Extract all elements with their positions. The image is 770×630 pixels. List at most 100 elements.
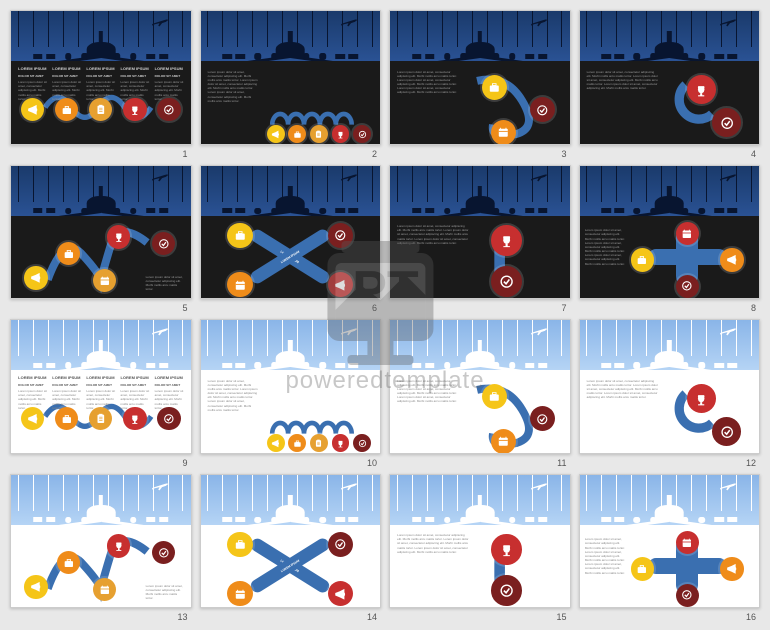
slide-header — [390, 11, 570, 61]
step-circle — [21, 407, 44, 430]
paragraph: Lorem ipsum dolor sit amet, consectetur … — [397, 379, 460, 404]
step-circle — [530, 406, 555, 431]
slide-header — [11, 11, 191, 61]
paragraph: Lorem ipsum dolor sit amet, consectetur … — [587, 379, 659, 400]
slide-header — [580, 11, 760, 61]
step-circle — [227, 272, 252, 297]
paragraph: Lorem ipsum dolor sit amet, consectetur … — [397, 533, 469, 554]
slide-number: 9 — [180, 458, 189, 468]
step-circle — [631, 248, 654, 271]
slide-header — [201, 475, 381, 525]
slide-9: LOREM IPSUMDOLOR SIT AMETLorem ipsum dol… — [10, 319, 192, 454]
step-circle — [328, 581, 353, 606]
step-circle — [712, 417, 741, 446]
slide-number: 8 — [749, 303, 758, 313]
slide-12: Lorem ipsum dolor sit amet, consectetur … — [579, 319, 761, 454]
slide-header — [390, 166, 570, 216]
slide-header — [201, 320, 381, 370]
step-circle — [328, 223, 353, 248]
step-circle — [288, 434, 306, 452]
step-circle — [676, 275, 699, 298]
step-circle — [107, 534, 130, 557]
slide-7: Lorem ipsum dolor sit amet, consectetur … — [389, 165, 571, 300]
slide-body: LOREM IPSUMLOREM IPSUM — [201, 216, 381, 298]
text-column: LOREM IPSUMDOLOR SIT AMETLorem ipsum dol… — [155, 66, 184, 101]
step-circle — [491, 225, 522, 256]
step-circle — [123, 98, 146, 121]
step-circle — [227, 223, 252, 248]
slide-body: Lorem ipsum dolor sit amet, consectetur … — [390, 216, 570, 298]
step-circle — [288, 125, 306, 143]
text-column: LOREM IPSUMDOLOR SIT AMETLorem ipsum dol… — [86, 375, 115, 410]
slide-number: 13 — [175, 612, 189, 622]
slide-11: Lorem ipsum dolor sit amet, consectetur … — [389, 319, 571, 454]
step-circle — [491, 120, 516, 145]
slide-14: LOREM IPSUMLOREM IPSUM — [200, 474, 382, 609]
slide-header — [201, 166, 381, 216]
slide-3: Lorem ipsum dolor sit amet, consectetur … — [389, 10, 571, 145]
slide-body: Lorem ipsum dolor sit amet, consectetur … — [390, 61, 570, 143]
step-circle — [310, 434, 328, 452]
step-circle — [89, 407, 112, 430]
slide-1: LOREM IPSUMDOLOR SIT AMETLorem ipsum dol… — [10, 10, 192, 145]
step-circle — [491, 534, 522, 565]
text: Lorem ipsum dolor sit amet, consectetur … — [146, 584, 185, 601]
step-circle — [93, 269, 116, 292]
paragraph: Lorem ipsum dolor sit amet, consectetur … — [208, 70, 258, 104]
step-circle — [89, 98, 112, 121]
slide-number: 16 — [744, 612, 758, 622]
step-circle — [24, 266, 47, 289]
slide-body: LOREM IPSUMLorem ipsum dolor sit amet, c… — [580, 525, 760, 607]
slide-number: 15 — [554, 612, 568, 622]
slide-header — [580, 475, 760, 525]
slide-body: Lorem ipsum dolor sit amet, consectetur … — [201, 370, 381, 452]
slide-header — [390, 320, 570, 370]
slide-15: Lorem ipsum dolor sit amet, consectetur … — [389, 474, 571, 609]
paragraph: Lorem ipsum dolor sit amet, consectetur … — [587, 70, 659, 91]
step-circle — [267, 125, 285, 143]
text: Lorem ipsum dolor sit amet, consectetur … — [146, 275, 185, 292]
slide-number: 3 — [559, 149, 568, 159]
step-circle — [227, 581, 252, 606]
step-circle — [353, 125, 371, 143]
step-circle — [332, 125, 350, 143]
step-circle — [328, 532, 353, 557]
slide-header — [201, 11, 381, 61]
paragraph: Lorem ipsum dolor sit amet, consectetur … — [208, 379, 258, 413]
text-column: LOREM IPSUMDOLOR SIT AMETLorem ipsum dol… — [86, 66, 115, 101]
step-circle — [55, 407, 78, 430]
text-column: LOREM IPSUMDOLOR SIT AMETLorem ipsum dol… — [18, 375, 47, 410]
step-circle — [720, 557, 743, 580]
slide-number: 1 — [180, 149, 189, 159]
step-circle — [720, 248, 743, 271]
slide-header — [580, 320, 760, 370]
slide-5: Lorem ipsum dolor sit amet, consectetur … — [10, 165, 192, 300]
step-circle — [676, 584, 699, 607]
slide-number: 4 — [749, 149, 758, 159]
slide-number: 14 — [365, 612, 379, 622]
slide-2: Lorem ipsum dolor sit amet, consectetur … — [200, 10, 382, 145]
step-circle — [491, 266, 522, 297]
slide-body: LOREM IPSUMLorem ipsum dolor sit amet, c… — [580, 216, 760, 298]
slide-body: LOREM IPSUMDOLOR SIT AMETLorem ipsum dol… — [11, 370, 191, 452]
step-circle — [332, 434, 350, 452]
step-circle — [21, 98, 44, 121]
step-circle — [491, 429, 516, 454]
slide-header — [11, 320, 191, 370]
step-circle — [152, 232, 175, 255]
step-circle — [491, 575, 522, 606]
slide-number: 12 — [744, 458, 758, 468]
paragraph: Lorem ipsum dolor sit amet, consectetur … — [585, 228, 628, 266]
slide-number: 2 — [370, 149, 379, 159]
slide-body: LOREM IPSUMLOREM IPSUM — [201, 525, 381, 607]
text-column: LOREM IPSUMDOLOR SIT AMETLorem ipsum dol… — [18, 66, 47, 101]
step-circle — [123, 407, 146, 430]
slide-4: Lorem ipsum dolor sit amet, consectetur … — [579, 10, 761, 145]
slide-body: Lorem ipsum dolor sit amet, consectetur … — [390, 370, 570, 452]
text-column: LOREM IPSUMDOLOR SIT AMETLorem ipsum dol… — [120, 66, 149, 101]
step-circle — [482, 384, 507, 409]
slide-number: 11 — [555, 458, 568, 468]
text-column: LOREM IPSUMDOLOR SIT AMETLorem ipsum dol… — [120, 375, 149, 410]
slide-body: Lorem ipsum dolor sit amet, consectetur … — [11, 525, 191, 607]
slide-number: 5 — [180, 303, 189, 313]
